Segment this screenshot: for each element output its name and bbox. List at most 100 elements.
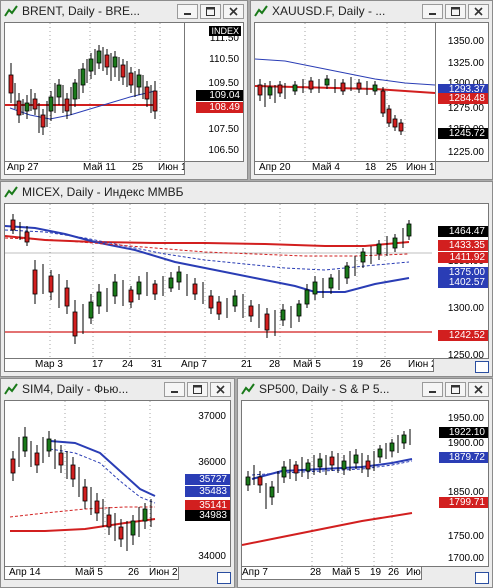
scale-label: 1300.00 <box>448 78 484 89</box>
scale-label: 34000 <box>198 551 226 562</box>
minimize-button[interactable] <box>422 3 443 19</box>
xauusd-price-scale[interactable]: 1350.00 1325.00 1300.00 1275.00 1250.00 … <box>436 22 489 162</box>
sp500-price-plot <box>242 401 413 566</box>
scale-label: 36000 <box>198 457 226 468</box>
micex-time-axis: Мар 3 17 24 31 Апр 7 21 28 Май 5 19 26 И… <box>4 359 434 372</box>
sp500-time-axis: Апр 7 28 Май 5 19 26 Июн 2 <box>241 567 422 580</box>
time-label: 24 <box>122 359 134 370</box>
price-tag: 35727 <box>185 474 230 485</box>
last-price-tag: 1245.72 <box>438 128 488 139</box>
brent-price-scale[interactable]: INDEX 111.50 110.50 109.50 107.50 106.50… <box>185 22 244 162</box>
brent-price-plot <box>5 23 161 161</box>
time-label: 19 <box>352 359 364 370</box>
sim4-price-plot <box>9 401 156 566</box>
chart-icon <box>241 383 255 395</box>
price-tag: 35141 <box>185 500 230 511</box>
brent-plot-area[interactable] <box>4 22 185 162</box>
time-label: 26 <box>128 567 140 578</box>
micex-plot-area[interactable] <box>4 203 434 359</box>
sim4-chart-window[interactable]: SIM4, Daily - Фью... <box>0 378 235 588</box>
scale-label: 111.50 <box>209 33 239 44</box>
last-price-tag: 109.04 <box>196 90 243 101</box>
xauusd-price-plot <box>255 23 435 161</box>
time-label: 28 <box>310 567 322 578</box>
price-tag: 1375.00 <box>438 267 488 278</box>
scale-label: 109.50 <box>208 78 239 89</box>
time-label: 26 <box>388 567 400 578</box>
window-title: MICEX, Daily - Индекс ММВБ <box>22 185 184 199</box>
maximize-button[interactable] <box>445 3 466 19</box>
close-button[interactable] <box>210 381 231 397</box>
maximize-button[interactable] <box>187 381 208 397</box>
moving-average-tag: 1293.37 <box>438 84 488 95</box>
time-label: 21 <box>241 359 253 370</box>
minimize-button[interactable] <box>164 381 185 397</box>
chart-settings-icon[interactable] <box>217 572 231 584</box>
scale-label: 1325.00 <box>447 58 484 69</box>
price-tag: 1242.52 <box>438 330 488 341</box>
time-label: Май 11 <box>83 162 116 173</box>
maximize-button[interactable] <box>200 3 221 19</box>
sim4-title-bar[interactable]: SIM4, Daily - Фью... <box>1 379 234 399</box>
brent-title-bar[interactable]: BRENT, Daily - BRE... <box>1 1 247 21</box>
minimize-button[interactable] <box>177 3 198 19</box>
time-label: Июн 2 <box>408 359 434 370</box>
close-button[interactable] <box>468 381 489 397</box>
sim4-time-axis: Апр 14 Май 5 26 Июн 2 <box>4 567 179 580</box>
chart-icon <box>4 383 18 395</box>
chart-settings-icon[interactable] <box>475 361 489 373</box>
window-title: XAUUSD.F, Daily - ... <box>272 4 386 18</box>
price-tag: 1879.72 <box>439 452 488 463</box>
scale-label: 1300.00 <box>447 303 484 314</box>
xauusd-chart-window[interactable]: XAUUSD.F, Daily - ... <box>250 0 493 180</box>
time-label: 17 <box>92 359 104 370</box>
sp500-plot-area[interactable] <box>241 400 422 567</box>
window-title: BRENT, Daily - BRE... <box>22 4 141 18</box>
time-label: Май 4 <box>312 162 340 173</box>
chart-settings-icon[interactable] <box>475 572 489 584</box>
brent-chart-window[interactable]: BRENT, Daily - BRE... <box>0 0 248 180</box>
sim4-plot-area[interactable] <box>4 400 179 567</box>
close-button[interactable] <box>468 3 489 19</box>
price-tag: 1799.71 <box>439 497 488 508</box>
time-label: 28 <box>269 359 281 370</box>
scale-header: INDEX <box>209 26 241 36</box>
scale-label: 1250.00 <box>447 350 484 359</box>
sp500-price-scale[interactable]: 1950.00 1900.00 1850.00 1750.00 1700.00 … <box>421 400 489 567</box>
moving-average-tag: 1284.48 <box>438 93 488 104</box>
micex-title-bar[interactable]: MICEX, Daily - Индекс ММВБ <box>1 182 492 202</box>
time-label: Май 5 <box>75 567 103 578</box>
time-label: Апр 7 <box>181 359 207 370</box>
time-label: Июн 1 <box>406 162 435 173</box>
time-label: 25 <box>386 162 398 173</box>
price-tag: 1464.47 <box>438 226 488 237</box>
xauusd-title-bar[interactable]: XAUUSD.F, Daily - ... <box>251 1 492 21</box>
chart-icon <box>254 5 268 17</box>
micex-chart-window[interactable]: MICEX, Daily - Индекс ММВБ <box>0 181 493 377</box>
price-tag: 1411.92 <box>438 252 488 263</box>
time-label: Июн 1 <box>158 162 185 173</box>
scale-label: 1850.00 <box>447 487 484 498</box>
price-tag: 1402.57 <box>438 277 488 288</box>
xauusd-plot-area[interactable] <box>254 22 436 162</box>
price-tag: 35483 <box>185 486 230 497</box>
brent-time-axis: Апр 27 Май 11 25 Июн 1 <box>4 162 185 175</box>
scale-label: 37000 <box>198 411 226 422</box>
close-button[interactable] <box>223 3 244 19</box>
time-label: 31 <box>151 359 163 370</box>
micex-price-scale[interactable]: 1300.00 1250.00 1350.00 1464.47 1433.35 … <box>432 203 489 359</box>
sim4-price-scale[interactable]: 37000 36000 35000 34000 35727 35483 3514… <box>178 400 231 567</box>
time-label: 26 <box>380 359 392 370</box>
sp500-chart-window[interactable]: SP500, Daily - S & P 5... <box>237 378 493 588</box>
time-label: 18 <box>365 162 377 173</box>
scale-label: 1900.00 <box>447 438 484 449</box>
sp500-title-bar[interactable]: SP500, Daily - S & P 5... <box>238 379 492 399</box>
minimize-button[interactable] <box>422 381 443 397</box>
moving-average-tag: 108.49 <box>196 102 243 113</box>
maximize-button[interactable] <box>445 381 466 397</box>
time-label: Апр 20 <box>259 162 291 173</box>
time-label: 19 <box>370 567 382 578</box>
time-label: Апр 27 <box>7 162 39 173</box>
window-title: SP500, Daily - S & P 5... <box>259 382 390 396</box>
time-label: Апр 7 <box>242 567 268 578</box>
